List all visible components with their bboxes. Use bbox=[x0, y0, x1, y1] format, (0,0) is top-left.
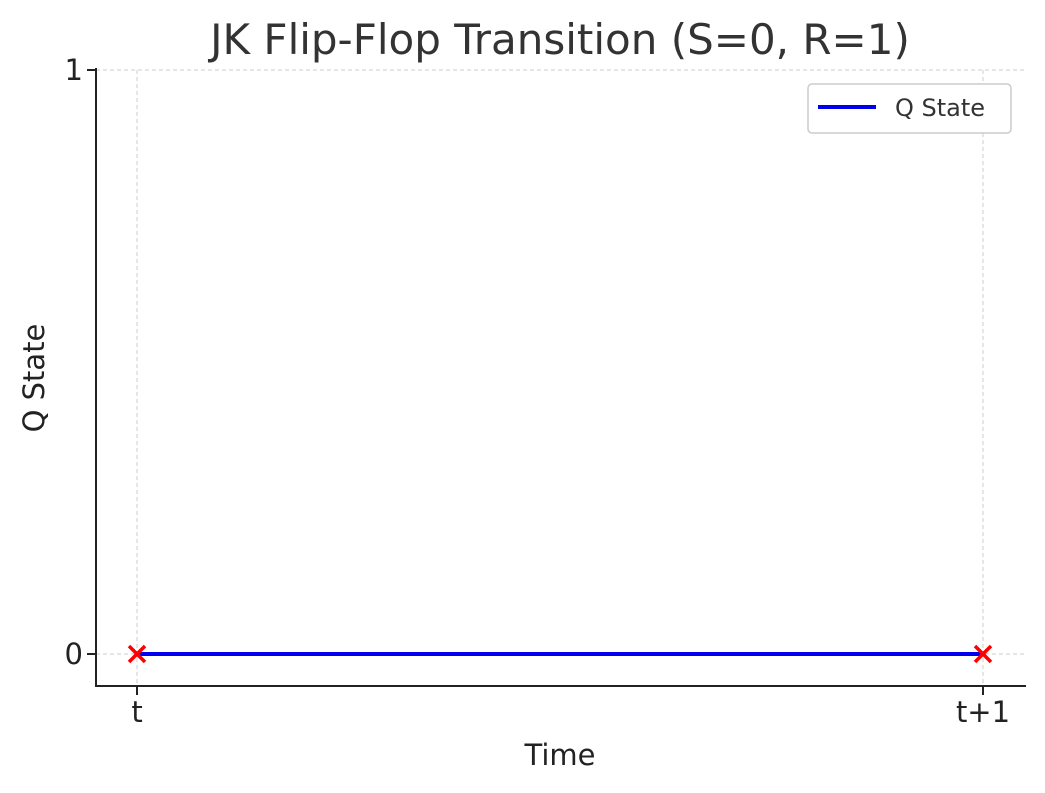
x-axis-label: Time bbox=[524, 738, 596, 772]
legend-label: Q State bbox=[895, 94, 985, 122]
y-axis-label: Q State bbox=[17, 324, 51, 433]
y-tick-label: 1 bbox=[65, 53, 83, 87]
ticks: t t+1 0 1 bbox=[65, 53, 1011, 729]
x-marker bbox=[127, 644, 147, 664]
legend-box bbox=[807, 83, 1012, 134]
legend: Q State bbox=[807, 83, 1012, 134]
axes bbox=[95, 68, 1026, 687]
x-tick-label: t bbox=[131, 695, 142, 729]
chart-title: JK Flip-Flop Transition (S=0, R=1) bbox=[207, 15, 910, 64]
grid-lines bbox=[96, 69, 1026, 686]
point-markers bbox=[127, 644, 993, 664]
x-marker bbox=[973, 644, 993, 664]
x-tick-label: t+1 bbox=[956, 695, 1010, 729]
y-tick-label: 0 bbox=[65, 637, 83, 671]
